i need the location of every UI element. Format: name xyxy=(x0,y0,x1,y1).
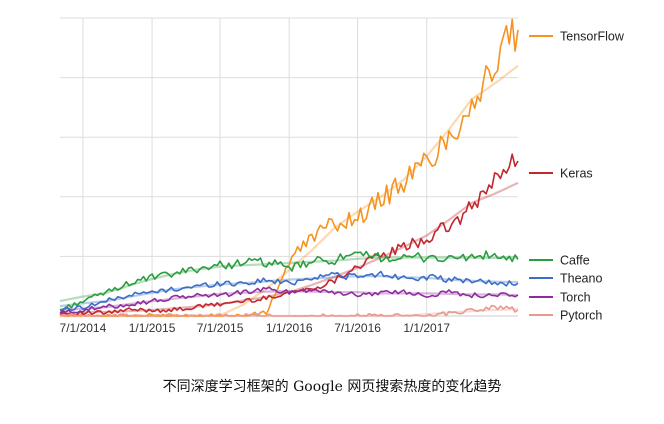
x-tick-label: 1/1/2017 xyxy=(403,321,450,335)
x-tick-label: 7/1/2016 xyxy=(334,321,381,335)
legend-label-torch: Torch xyxy=(560,291,591,305)
x-tick-label: 7/1/2014 xyxy=(60,321,107,335)
series-line-pytorch xyxy=(59,304,519,317)
series-lines xyxy=(59,18,519,317)
series-line-keras xyxy=(59,153,519,317)
legend-label-pytorch: Pytorch xyxy=(560,309,602,323)
series-line-caffe xyxy=(59,250,519,311)
chart-caption: 不同深度学习框架的 Google 网页搜索热度的变化趋势 xyxy=(162,379,502,395)
legend-label-theano: Theano xyxy=(560,272,602,286)
legend: TensorFlow Keras Caffe Theano Torch Pytorch xyxy=(529,30,625,323)
x-axis-ticks: 7/1/2014 1/1/2015 7/1/2015 1/1/2016 7/1/2016… xyxy=(60,321,451,335)
x-tick-label: 1/1/2016 xyxy=(266,321,313,335)
legend-label-keras: Keras xyxy=(560,167,593,181)
x-tick-label: 1/1/2015 xyxy=(129,321,176,335)
series-line-torch xyxy=(59,286,519,314)
x-tick-label: 7/1/2015 xyxy=(197,321,244,335)
chart-grid xyxy=(60,17,518,317)
series-line-theano xyxy=(59,270,519,312)
legend-label-tensorflow: TensorFlow xyxy=(560,30,625,44)
legend-label-caffe: Caffe xyxy=(560,254,590,268)
